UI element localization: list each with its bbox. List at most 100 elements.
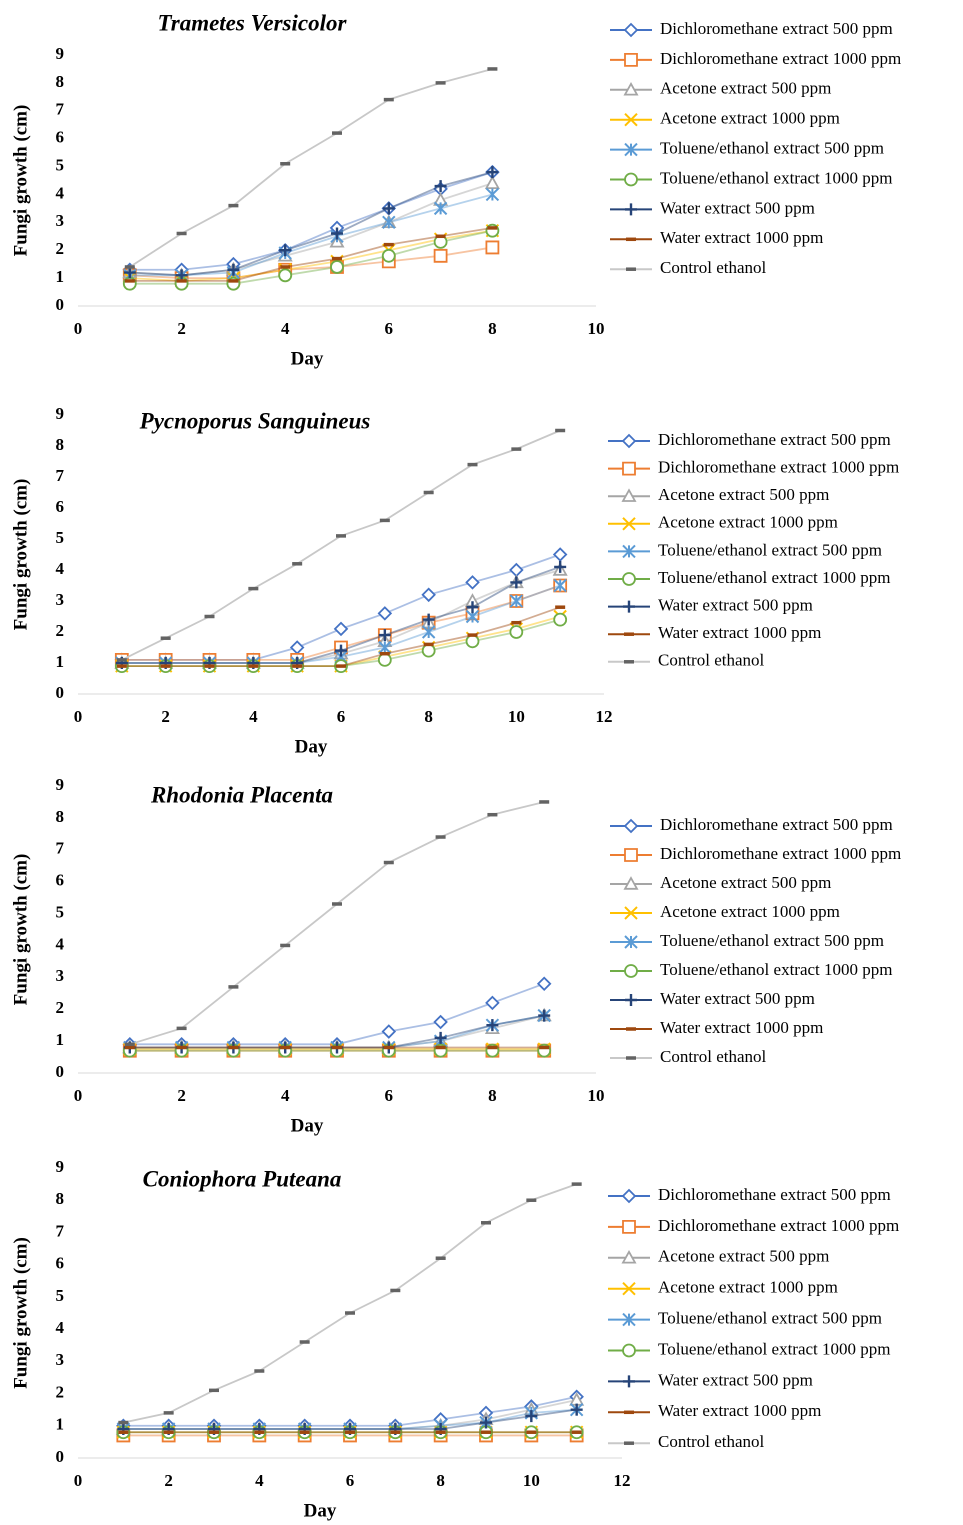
- x-tick-label: 6: [337, 707, 346, 726]
- y-tick-label: 3: [56, 590, 65, 609]
- legend-entry: Water extract 500 ppm: [608, 596, 813, 615]
- x-tick-label: 8: [436, 1471, 445, 1490]
- legend-entry: Acetone extract 1000 ppm: [610, 902, 840, 921]
- marker: [570, 1403, 583, 1416]
- legend-entry: Water extract 500 ppm: [610, 989, 815, 1008]
- legend-label: Toluene/ethanol extract 500 ppm: [658, 540, 882, 559]
- legend-entry: Acetone extract 500 ppm: [608, 1247, 829, 1266]
- y-tick-label: 5: [56, 155, 65, 174]
- legend-label: Acetone extract 500 ppm: [660, 79, 831, 98]
- legend-label: Water extract 500 ppm: [658, 1370, 813, 1389]
- legend-label: Dichloromethane extract 1000 ppm: [660, 844, 901, 863]
- legend-label: Water extract 500 ppm: [660, 989, 815, 1008]
- legend-entry: Toluene/ethanol extract 1000 ppm: [610, 960, 893, 979]
- marker: [625, 994, 637, 1006]
- y-tick-label: 7: [56, 100, 65, 119]
- y-axis-label: Fungi growth (cm): [10, 105, 31, 257]
- chart-title: Rhodonia Placenta: [150, 782, 333, 807]
- marker: [486, 166, 499, 179]
- y-tick-label: 7: [56, 1221, 65, 1240]
- legend-entry: Dichloromethane extract 1000 ppm: [608, 458, 899, 477]
- series-line: [129, 229, 493, 282]
- marker: [623, 22, 639, 38]
- marker: [623, 1375, 635, 1388]
- marker: [624, 964, 638, 978]
- legend-entry: Control ethanol: [610, 258, 767, 277]
- x-tick-label: 0: [74, 707, 83, 726]
- x-tick-label: 12: [596, 707, 613, 726]
- y-tick-label: 9: [56, 1157, 65, 1176]
- marker: [279, 244, 292, 257]
- y-tick-label: 3: [56, 1350, 65, 1369]
- legend-label: Water extract 500 ppm: [658, 596, 813, 615]
- panel: Trametes Versicolor 0 1 2 3 4 5 6 7 8 9 0 2 4 6 8 10 Day F…: [10, 10, 901, 369]
- chart-title: Trametes Versicolor: [158, 10, 348, 35]
- marker: [622, 1220, 636, 1234]
- x-tick-label: 8: [488, 319, 497, 338]
- x-tick-label: 2: [164, 1471, 173, 1490]
- marker: [509, 562, 524, 578]
- marker: [433, 248, 448, 263]
- legend-entry: Acetone extract 1000 ppm: [608, 1278, 838, 1297]
- marker: [624, 112, 638, 127]
- marker: [480, 1416, 492, 1429]
- legend-label: Toluene/ethanol extract 500 ppm: [660, 139, 884, 158]
- marker: [622, 544, 636, 559]
- series-line: [129, 229, 493, 285]
- legend-entry: Water extract 1000 ppm: [608, 1401, 821, 1420]
- marker: [509, 625, 524, 639]
- y-tick-label: 2: [56, 621, 65, 640]
- x-tick-label: 2: [177, 1086, 186, 1105]
- y-tick-label: 2: [56, 239, 65, 258]
- legend-label: Water extract 1000 ppm: [658, 1401, 821, 1420]
- marker: [509, 594, 524, 608]
- marker: [621, 1188, 637, 1204]
- marker: [421, 587, 436, 603]
- y-tick-label: 4: [56, 934, 65, 953]
- legend-entry: Acetone extract 1000 ppm: [608, 513, 838, 532]
- legend-entry: Water extract 1000 ppm: [610, 1018, 823, 1037]
- x-tick-label: 4: [281, 1086, 290, 1105]
- marker: [466, 601, 479, 614]
- legend-label: Control ethanol: [660, 258, 767, 277]
- legend-label: Control ethanol: [658, 651, 765, 670]
- marker: [624, 906, 638, 920]
- x-tick-label: 8: [488, 1086, 497, 1105]
- x-tick-label: 6: [385, 1086, 394, 1105]
- x-tick-label: 10: [523, 1471, 540, 1490]
- y-tick-label: 6: [56, 871, 65, 890]
- legend-entry: Acetone extract 500 ppm: [608, 485, 829, 504]
- legend-entry: Water extract 500 ppm: [610, 198, 815, 217]
- marker: [378, 640, 392, 655]
- x-tick-label: 12: [614, 1471, 631, 1490]
- marker: [621, 488, 637, 502]
- y-axis-label: Fungi growth (cm): [10, 1237, 31, 1389]
- legend-label: Control ethanol: [660, 1047, 767, 1066]
- marker: [485, 187, 500, 202]
- y-tick-label: 6: [56, 128, 65, 147]
- x-tick-label: 8: [424, 707, 433, 726]
- chart-title: Pycnoporus Sanguineus: [139, 408, 371, 433]
- x-tick-label: 2: [161, 707, 170, 726]
- marker: [434, 180, 447, 193]
- legend-entry: Control ethanol: [610, 1047, 767, 1066]
- legend-label: Acetone extract 500 ppm: [658, 1247, 829, 1266]
- series-line: [129, 68, 493, 268]
- legend-label: Water extract 1000 ppm: [660, 1018, 823, 1037]
- legend-entry: Toluene/ethanol extract 500 ppm: [608, 540, 882, 559]
- marker: [381, 248, 396, 263]
- legend-entry: Toluene/ethanol extract 500 ppm: [608, 1309, 882, 1328]
- y-tick-label: 9: [56, 404, 65, 423]
- marker: [378, 629, 391, 642]
- legend-label: Toluene/ethanol extract 1000 ppm: [660, 168, 893, 187]
- legend-entry: Acetone extract 1000 ppm: [610, 109, 840, 128]
- series-line: [129, 182, 493, 277]
- legend-entry: Water extract 1000 ppm: [608, 623, 821, 642]
- x-axis-label: Day: [304, 1500, 337, 1521]
- legend-entry: Toluene/ethanol extract 500 ppm: [610, 931, 884, 950]
- y-tick-label: 6: [56, 1254, 65, 1273]
- legend-entry: Control ethanol: [608, 1432, 765, 1451]
- x-tick-label: 0: [74, 1471, 83, 1490]
